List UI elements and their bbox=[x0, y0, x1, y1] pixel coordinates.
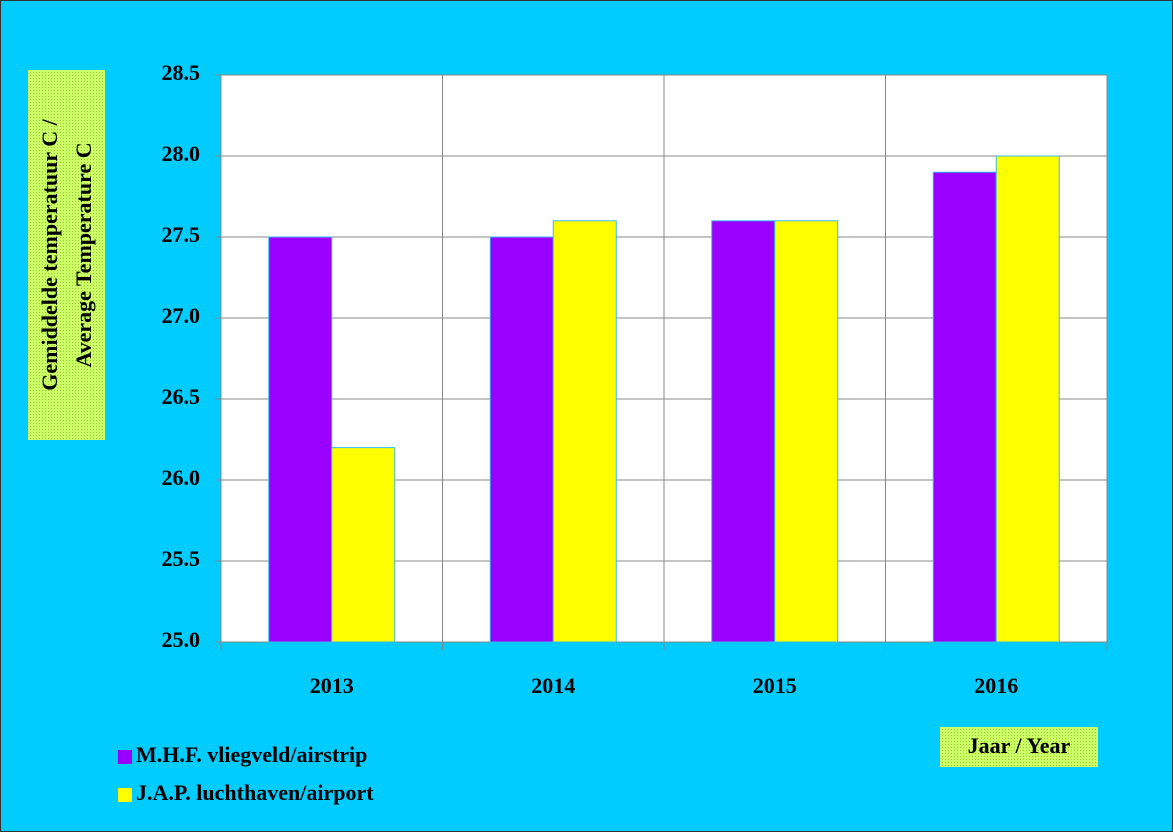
y-axis-label: Gemiddelde temperatuur C / bbox=[37, 118, 62, 390]
bar bbox=[331, 447, 396, 643]
y-tick-label: 27.5 bbox=[162, 222, 201, 247]
y-axis-label: Average Temperature C bbox=[71, 142, 96, 367]
y-tick-label: 26.0 bbox=[162, 465, 201, 490]
y-tick-label: 25.5 bbox=[162, 546, 201, 571]
y-tick-label: 28.0 bbox=[162, 141, 201, 166]
y-tick-label: 28.5 bbox=[162, 60, 201, 85]
legend-label: J.A.P. luchthaven/airport bbox=[136, 780, 374, 805]
x-tick-label: 2014 bbox=[531, 673, 575, 698]
bar bbox=[774, 220, 839, 643]
y-tick-label: 27.0 bbox=[162, 303, 201, 328]
x-label-box bbox=[940, 727, 1098, 767]
bar bbox=[552, 220, 617, 643]
legend-label: M.H.F. vliegveld/airstrip bbox=[136, 742, 367, 767]
bar bbox=[995, 155, 1060, 643]
bar bbox=[932, 171, 997, 643]
x-tick-label: 2016 bbox=[974, 673, 1018, 698]
bar bbox=[711, 220, 776, 643]
x-tick-label: 2015 bbox=[753, 673, 797, 698]
legend-swatch bbox=[118, 788, 132, 802]
x-tick-label: 2013 bbox=[310, 673, 354, 698]
legend-swatch bbox=[118, 750, 132, 764]
y-label-box bbox=[28, 70, 105, 440]
bar bbox=[268, 236, 333, 643]
x-axis-label: Jaar / Year bbox=[968, 733, 1071, 758]
y-tick-label: 25.0 bbox=[162, 627, 201, 652]
bar bbox=[489, 236, 554, 643]
y-tick-label: 26.5 bbox=[162, 384, 201, 409]
